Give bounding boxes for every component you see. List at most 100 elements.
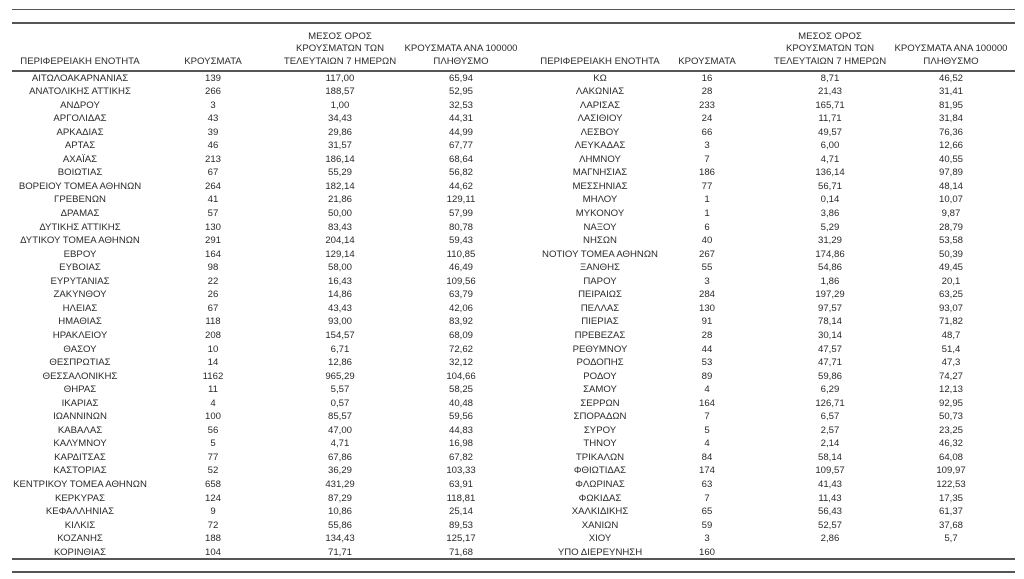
cell-cases: 41	[207, 194, 219, 206]
table-row: ΚΕΡΚΥΡΑΣ 124 87,29 118,81	[0, 492, 1024, 506]
cell-per-100k: 71,68	[448, 546, 473, 558]
cell-per-100k: 31,41	[938, 86, 963, 98]
cell-region: ΜΥΚΟΝΟΥ	[575, 208, 625, 219]
cell-per-100k: 20,1	[941, 275, 961, 287]
cell-region: ΚΕΝΤΡΙΚΟΥ ΤΟΜΕΑ ΑΘΗΝΩΝ	[13, 479, 147, 490]
cell-region: ΘΑΣΟΥ	[63, 343, 97, 355]
table-row: ΦΘΙΩΤΙΔΑΣ 174 109,57 109,97	[0, 464, 1024, 478]
cell-mean-7-days: 36,29	[327, 465, 352, 477]
cell-per-100k: 63,91	[448, 479, 473, 490]
cell-mean-7-days: 109,57	[815, 465, 845, 477]
cell-cases: 77	[207, 451, 219, 463]
cell-mean-7-days: 1,86	[820, 275, 840, 287]
cell-cases: 40	[701, 235, 713, 247]
table-row: ΞΑΝΘΗΣ 55 54,86 49,45	[0, 261, 1024, 275]
cell-cases: 22	[207, 275, 219, 287]
table-row: ΗΜΑΘΙΑΣ 118 93,00 83,92	[0, 315, 1024, 329]
cell-per-100k: 28,79	[938, 221, 963, 233]
cell-region: ΑΡΤΑΣ	[64, 140, 96, 152]
column-header-line: ΚΡΟΥΣΜΑΤΩΝ ΤΩΝ	[295, 43, 385, 54]
table-row: ΑΡΤΑΣ 46 31,57 67,77	[0, 139, 1024, 153]
table-row: ΗΛΕΙΑΣ 67 43,43 42,06	[0, 302, 1024, 316]
cell-per-100k: 103,33	[446, 465, 476, 477]
cell-region: ΛΑΚΩΝΙΑΣ	[575, 86, 625, 98]
cell-region: ΝΟΤΙΟΥ ΤΟΜΕΑ ΑΘΗΝΩΝ	[542, 248, 658, 260]
cell-region: ΜΕΣΣΗΝΙΑΣ	[572, 180, 628, 192]
cell-per-100k: 109,56	[446, 275, 476, 287]
cell-region: ΕΥΡΥΤΑΝΙΑΣ	[50, 275, 110, 287]
cell-per-100k: 56,82	[448, 167, 473, 179]
cell-mean-7-days: 154,57	[325, 329, 355, 341]
cell-mean-7-days: 85,57	[327, 411, 352, 423]
column-header-line: ΠΛΗΘΥΣΜΟ	[923, 55, 979, 67]
cell-cases: 24	[701, 113, 713, 125]
cell-region: ΦΩΚΙΔΑΣ	[578, 492, 622, 504]
cell-per-100k: 50,39	[938, 248, 963, 260]
table-row: ΙΩΑΝΝΙΝΩΝ 100 85,57 59,56	[0, 410, 1024, 424]
cell-region: ΘΕΣΠΡΩΤΙΑΣ	[49, 357, 111, 369]
cell-cases: 53	[701, 357, 713, 369]
column-header-line: ΚΡΟΥΣΜΑΤΑ	[184, 55, 242, 67]
column-header-cases: ΚΡΟΥΣΜΑΤΑ	[123, 56, 303, 69]
cell-per-100k: 65,94	[448, 72, 473, 84]
table-row: ΔΥΤΙΚΗΣ ΑΤΤΙΚΗΣ 130 83,43 80,78	[0, 221, 1024, 235]
cell-region: ΠΙΕΡΙΑΣ	[581, 316, 619, 328]
table-row: ΜΥΚΟΝΟΥ 1 3,86 9,87	[0, 207, 1024, 221]
table-row: ΠΡΕΒΕΖΑΣ 28 30,14 48,7	[0, 329, 1024, 343]
table-row: ΛΕΣΒΟΥ 66 49,57 76,36	[0, 126, 1024, 140]
cell-cases: 284	[698, 289, 715, 301]
cell-cases: 11	[208, 384, 218, 396]
cell-region: ΜΑΓΝΗΣΙΑΣ	[572, 167, 628, 179]
column-header-per-100k: ΚΡΟΥΣΜΑΤΑ ΑΝΑ 100000 ΠΛΗΘΥΣΜΟ	[371, 43, 551, 68]
cell-mean-7-days: 43,43	[327, 302, 352, 314]
cell-per-100k: 23,25	[938, 424, 963, 436]
cell-per-100k: 129,11	[446, 194, 476, 206]
cell-mean-7-days: 6,71	[330, 343, 350, 355]
cell-region: ΝΑΞΟΥ	[583, 221, 617, 233]
cell-mean-7-days: 21,86	[327, 194, 352, 206]
cell-cases: 4	[210, 397, 216, 409]
cell-cases: 89	[701, 370, 713, 382]
table-row: ΡΕΘΥΜΝΟΥ 44 47,57 51,4	[0, 343, 1024, 357]
cell-per-100k: 58,25	[448, 384, 473, 396]
cell-region: ΧΙΟΥ	[588, 533, 612, 545]
table-row: ΔΡΑΜΑΣ 57 50,00 57,99	[0, 207, 1024, 221]
left-table-header: ΠΕΡΙΦΕΡΕΙΑΚΗ ΕΝΟΤΗΤΑ ΚΡΟΥΣΜΑΤΑ ΜΕΣΟΣ ΟΡΟΣ Κ…	[0, 30, 1024, 70]
cell-region: ΥΠΟ ΔΙΕΡΕΥΝΗΣΗ	[557, 546, 643, 558]
cell-region: ΣΥΡΟΥ	[583, 424, 617, 436]
cell-region: ΑΝΔΡΟΥ	[60, 99, 100, 111]
cell-region: ΑΡΚΑΔΙΑΣ	[56, 126, 104, 138]
cell-region: ΤΡΙΚΑΛΩΝ	[575, 451, 625, 463]
table-row: ΚΙΛΚΙΣ 72 55,86 89,53	[0, 519, 1024, 533]
cell-mean-7-days: 56,71	[817, 180, 842, 192]
cell-cases: 84	[701, 451, 713, 463]
cell-region: ΚΩ	[593, 72, 607, 84]
cell-region: ΒΟΙΩΤΙΑΣ	[57, 167, 103, 179]
cell-per-100k: 44,31	[448, 113, 473, 125]
cell-per-100k: 93,07	[938, 302, 963, 314]
cell-mean-7-days: 47,00	[327, 424, 352, 436]
cell-cases: 124	[204, 492, 221, 504]
table-row: ΣΥΡΟΥ 5 2,57 23,25	[0, 424, 1024, 438]
cell-per-100k: 64,08	[938, 451, 963, 463]
cell-region: ΚΙΛΚΙΣ	[64, 519, 96, 531]
cell-mean-7-days: 3,86	[820, 208, 840, 219]
cell-region: ΤΗΝΟΥ	[583, 438, 617, 450]
table-row: ΠΙΕΡΙΑΣ 91 78,14 71,82	[0, 315, 1024, 329]
cell-mean-7-days: 186,14	[325, 153, 355, 165]
table-row: ΣΠΟΡΑΔΩΝ 7 6,57 50,73	[0, 410, 1024, 424]
cell-per-100k: 63,25	[938, 289, 963, 301]
cell-mean-7-days: 0,57	[330, 397, 350, 409]
cell-per-100k: 51,4	[941, 343, 961, 355]
column-header-line: ΜΕΣΟΣ ΟΡΟΣ	[308, 30, 372, 42]
cell-per-100k: 12,66	[938, 140, 963, 152]
cell-cases: 130	[204, 221, 221, 233]
cell-cases: 28	[701, 86, 713, 98]
cell-cases: 7	[704, 153, 710, 165]
cell-region: ΛΑΡΙΣΑΣ	[579, 99, 621, 111]
cell-per-100k: 92,95	[938, 397, 963, 409]
right-table-header: ΠΕΡΙΦΕΡΕΙΑΚΗ ΕΝΟΤΗΤΑ ΚΡΟΥΣΜΑΤΑ ΜΕΣΟΣ ΟΡΟΣ Κ…	[0, 30, 1024, 70]
cell-per-100k: 37,68	[938, 519, 963, 531]
cell-per-100k: 97,89	[938, 167, 963, 179]
cell-per-100k: 61,37	[938, 506, 963, 518]
